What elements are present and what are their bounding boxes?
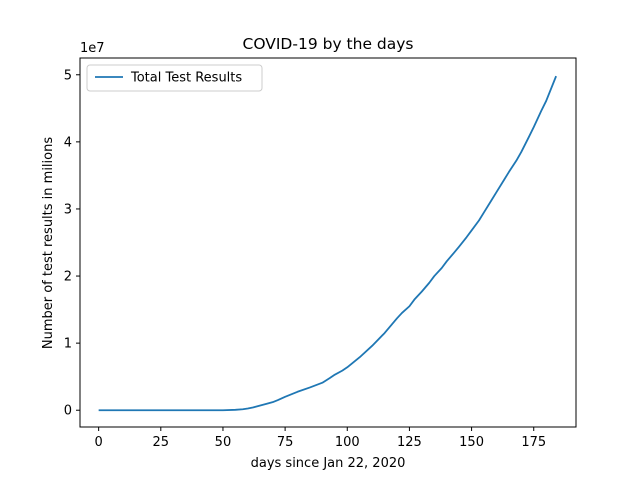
x-tick-label: 175 xyxy=(521,435,546,450)
chart-title: COVID-19 by the days xyxy=(243,35,414,53)
x-tick-label: 100 xyxy=(335,435,360,450)
x-tick-label: 75 xyxy=(277,435,294,450)
x-axis-title: days since Jan 22, 2020 xyxy=(251,456,406,471)
y-tick-label: 5 xyxy=(64,68,72,83)
legend-label: Total Test Results xyxy=(130,71,242,86)
y-tick-label: 1 xyxy=(64,337,72,352)
y-tick-label: 3 xyxy=(64,202,72,217)
x-tick-label: 150 xyxy=(459,435,484,450)
legend-box xyxy=(86,64,263,92)
series-line-total-test-results xyxy=(98,75,557,412)
x-tick-label: 0 xyxy=(95,435,103,450)
y-tick-label: 2 xyxy=(64,270,72,285)
x-axis: 0 25 50 75 100 125 150 175 xyxy=(95,427,546,450)
x-tick-label: 50 xyxy=(215,435,232,450)
x-tick-label: 25 xyxy=(153,435,170,450)
y-tick-label: 0 xyxy=(64,404,72,419)
legend: Total Test Results xyxy=(86,64,263,92)
y-axis-title: Number of test results in milions xyxy=(41,137,56,349)
x-tick-label: 125 xyxy=(397,435,422,450)
plot-frame xyxy=(79,57,577,428)
y-axis-offset-label: 1e7 xyxy=(80,41,105,56)
y-axis: 0 1 2 3 4 5 xyxy=(64,68,80,419)
y-tick-label: 4 xyxy=(64,135,72,150)
